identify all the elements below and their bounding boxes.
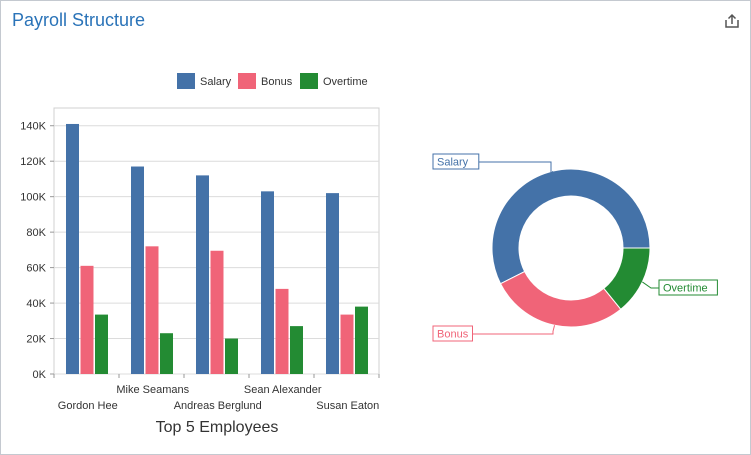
y-axis-ticks: 0K 20K 40K 60K 80K 100K 120K 140K xyxy=(20,121,54,381)
y-tick-label: 60K xyxy=(26,263,46,275)
bar-chart-legend: Salary Bonus Overtime xyxy=(177,73,368,89)
bar-overtime[interactable] xyxy=(160,333,173,374)
panel-title: Payroll Structure xyxy=(12,10,146,30)
donut-labels: Salary Bonus Overtime xyxy=(432,153,718,342)
legend-swatch-salary xyxy=(177,73,195,89)
bar-overtime[interactable] xyxy=(355,306,368,374)
y-tick-label: 140K xyxy=(20,121,46,133)
y-tick-label: 20K xyxy=(26,334,46,346)
bar-salary[interactable] xyxy=(131,166,144,374)
bar-chart: Salary Bonus Overtime 0K 20K 40K 60K 80K 100K 12… xyxy=(20,73,380,436)
donut-slices xyxy=(491,168,651,328)
legend-swatch-overtime xyxy=(300,73,318,89)
legend-label-salary[interactable]: Salary xyxy=(200,76,232,88)
bar-chart-grid xyxy=(53,107,380,375)
bar-bonus[interactable] xyxy=(275,288,289,374)
x-tick-label: Susan Eaton xyxy=(316,400,379,412)
donut-slice-overtime[interactable] xyxy=(603,247,651,311)
bar-overtime[interactable] xyxy=(95,314,108,374)
callout-label-salary: Salary xyxy=(437,157,469,169)
callout-line-salary xyxy=(478,161,554,180)
y-tick-label: 100K xyxy=(20,192,46,204)
legend-swatch-bonus xyxy=(238,73,256,89)
bar-overtime[interactable] xyxy=(225,338,238,374)
bar-salary[interactable] xyxy=(326,193,339,374)
x-tick-label: Sean Alexander xyxy=(244,384,322,396)
x-tick-label: Mike Seamans xyxy=(116,384,189,396)
bar-bonus[interactable] xyxy=(210,250,224,374)
x-tick-label: Andreas Berglund xyxy=(174,400,262,412)
y-tick-label: 120K xyxy=(20,156,46,168)
callout-line-bonus xyxy=(472,325,556,335)
callout-box-salary xyxy=(432,153,480,170)
donut-chart: Salary Bonus Overtime xyxy=(432,153,718,342)
callout-box-bonus xyxy=(432,325,473,342)
callout-label-bonus: Bonus xyxy=(437,329,469,341)
bar-overtime[interactable] xyxy=(290,326,303,374)
donut-slice-salary[interactable] xyxy=(491,168,651,285)
callout-label-overtime: Overtime xyxy=(663,283,708,295)
y-tick-label: 0K xyxy=(33,369,47,381)
bar-bonus[interactable] xyxy=(80,265,94,374)
x-axis-ticks: Gordon Hee Mike Seamans Andreas Berglund Se… xyxy=(53,374,380,412)
share-export-icon[interactable] xyxy=(723,12,741,30)
bar-salary[interactable] xyxy=(66,123,79,375)
bar-salary[interactable] xyxy=(196,175,209,374)
callout-box-overtime xyxy=(658,279,718,296)
legend-label-bonus[interactable]: Bonus xyxy=(261,76,293,88)
bar-bonus[interactable] xyxy=(145,246,159,374)
bar-bonus[interactable] xyxy=(340,314,354,374)
legend-label-overtime[interactable]: Overtime xyxy=(323,76,368,88)
callout-line-overtime xyxy=(642,281,659,289)
donut-slice-bonus[interactable] xyxy=(499,270,622,328)
bar-chart-bars xyxy=(66,123,368,375)
bar-chart-title: Top 5 Employees xyxy=(156,419,279,436)
x-tick-label: Gordon Hee xyxy=(58,400,118,412)
y-tick-label: 80K xyxy=(26,227,46,239)
bar-salary[interactable] xyxy=(261,191,274,374)
y-tick-label: 40K xyxy=(26,298,46,310)
